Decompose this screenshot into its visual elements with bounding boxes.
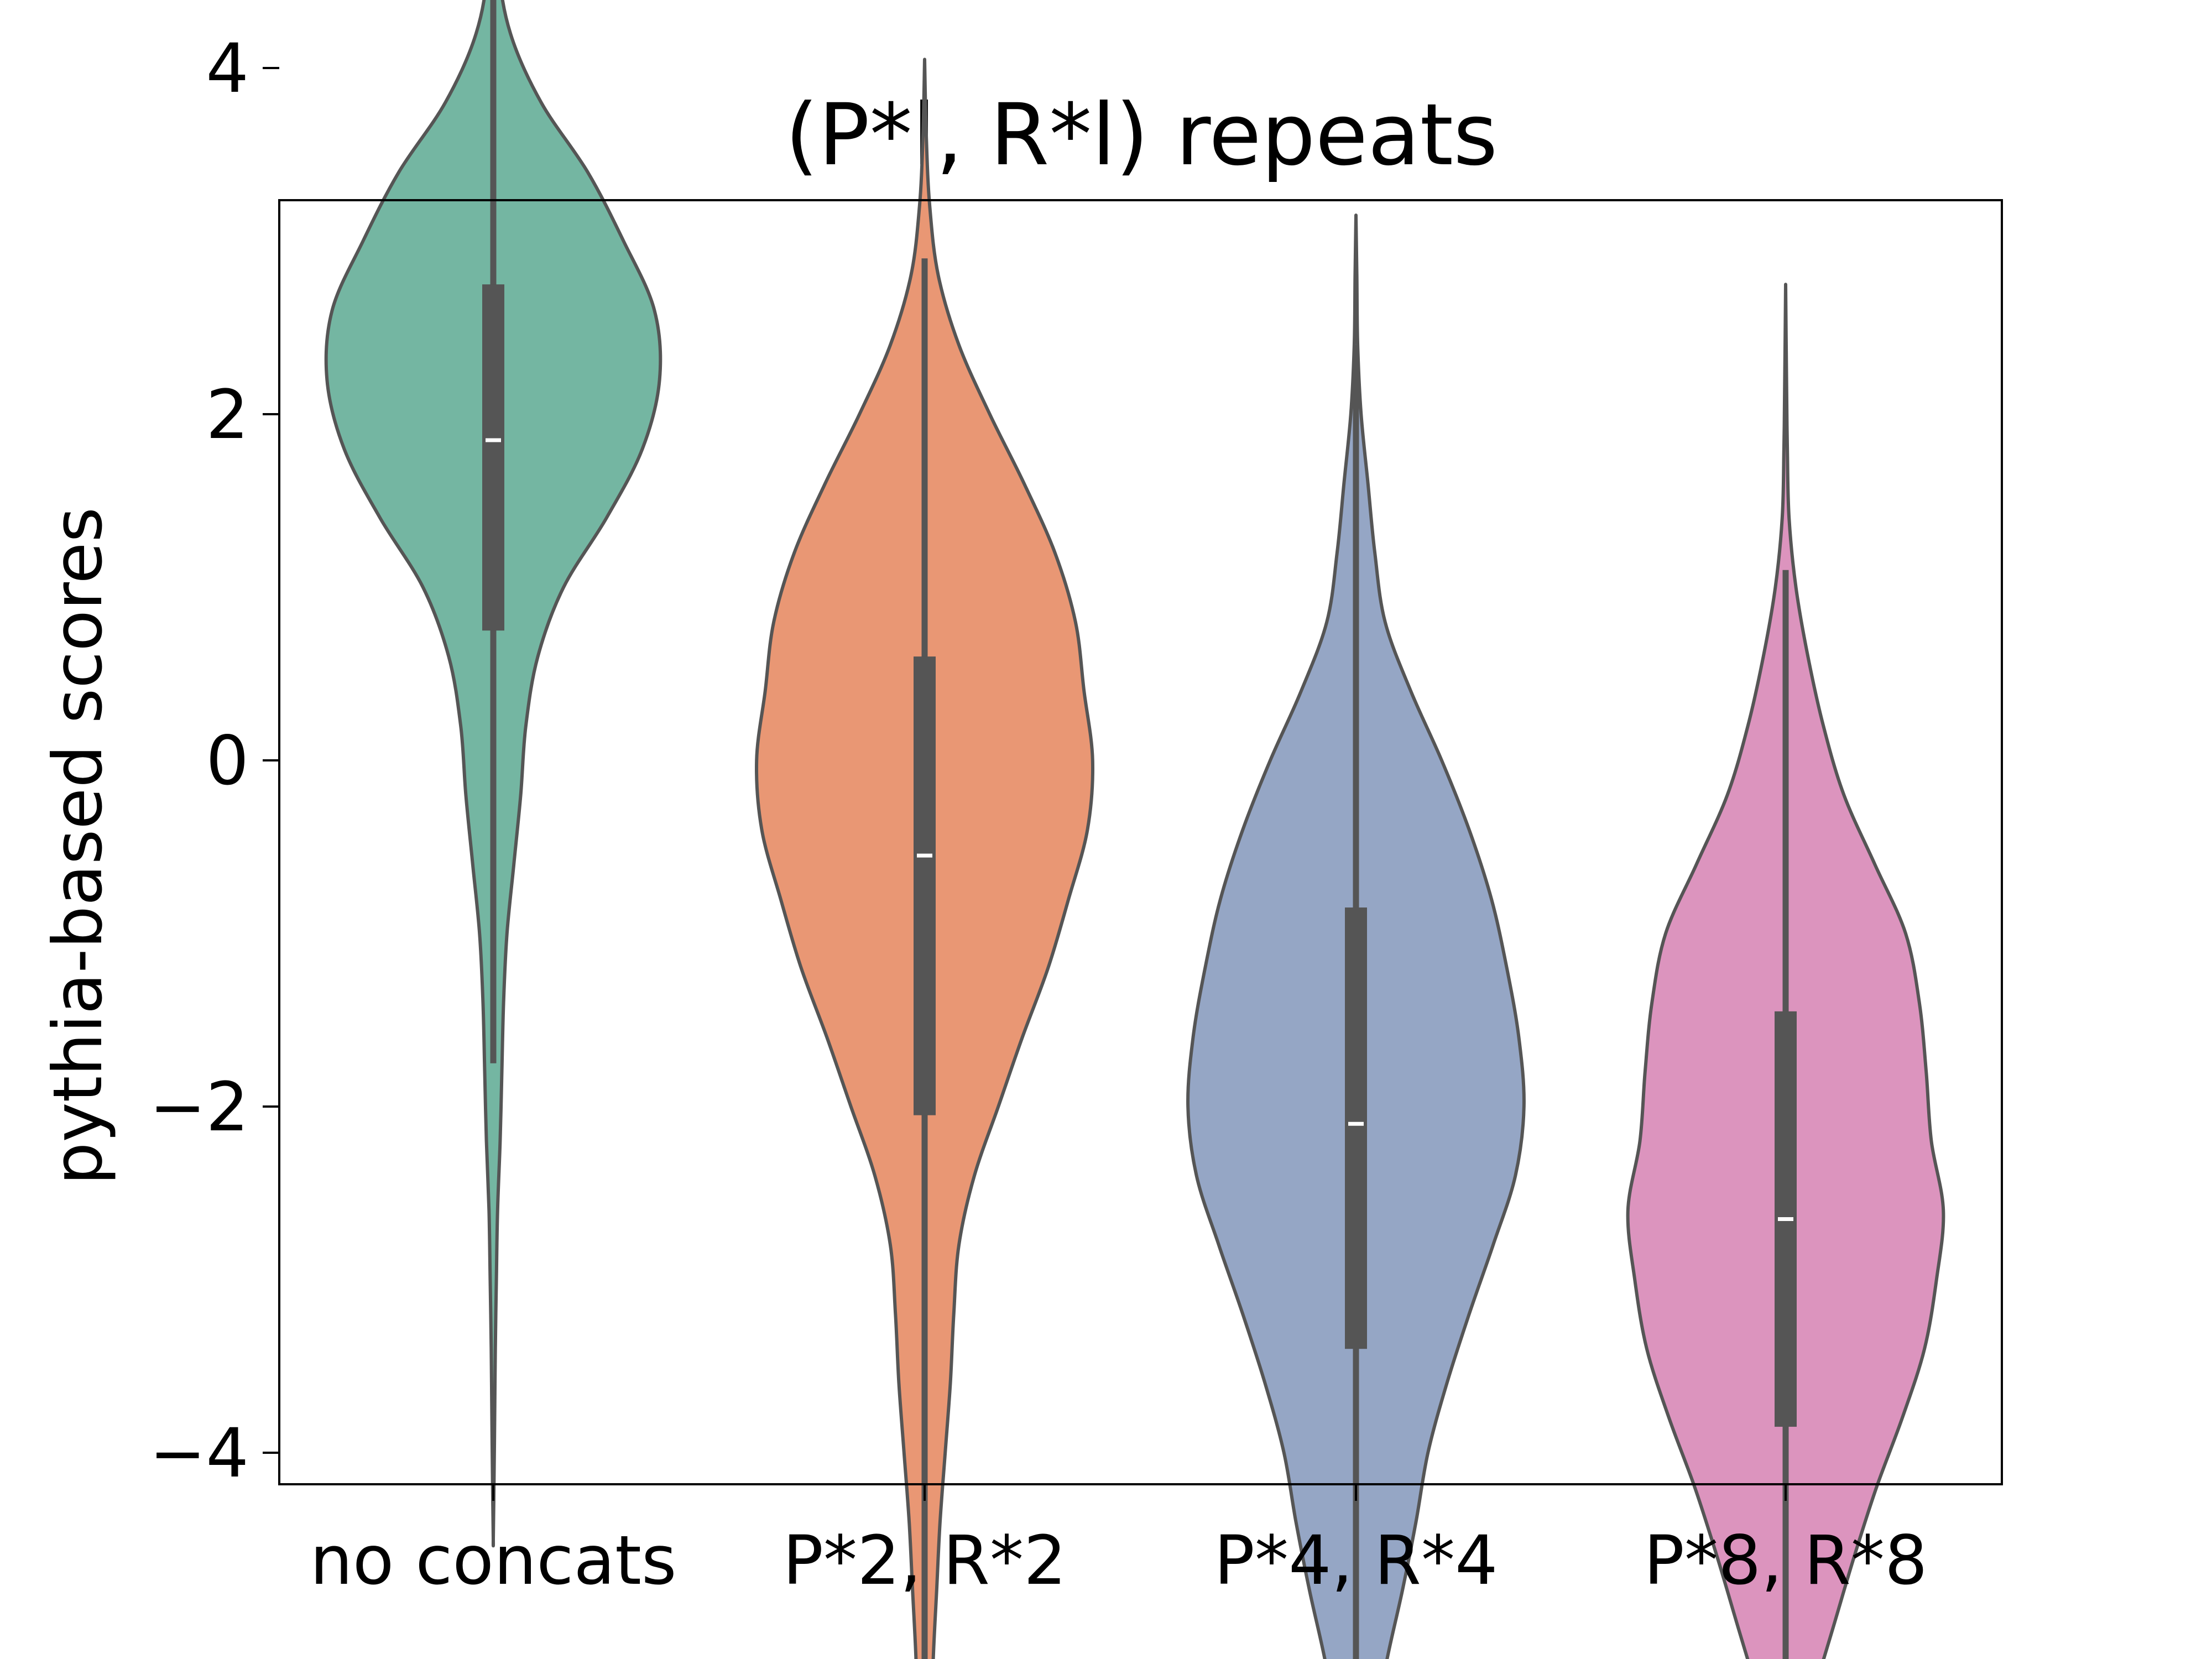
violin-4 — [1626, 283, 1945, 1659]
y-tick-label: −2 — [149, 1068, 249, 1146]
y-tick-label: −4 — [149, 1414, 249, 1493]
y-axis-ticks: 6420−2−4−6−8 — [149, 29, 279, 1493]
y-axis-label: pythia-based scores — [39, 507, 117, 1185]
violin-iqr-box — [1345, 907, 1367, 1349]
violin-1 — [324, 0, 662, 1548]
violin-iqr-box — [482, 284, 504, 631]
x-tick-label: P*2, R*2 — [782, 1521, 1066, 1600]
violin-iqr-box — [914, 656, 936, 1115]
violin-3 — [1186, 213, 1526, 1659]
y-tick-label: 4 — [206, 29, 249, 108]
plot-frame — [278, 199, 2003, 1485]
x-axis-ticks: no concats P*2, R*2 P*4, R*4 P*8, R*8 — [310, 1484, 1928, 1600]
x-tick-label: P*8, R*8 — [1644, 1521, 1927, 1600]
y-tick-label: 0 — [206, 722, 249, 800]
x-tick-label: P*4, R*4 — [1214, 1521, 1498, 1600]
y-tick-label: 2 — [206, 375, 249, 454]
chart-title: (P*l, R*l) repeats — [785, 86, 1498, 185]
x-tick-label: no concats — [310, 1521, 676, 1600]
